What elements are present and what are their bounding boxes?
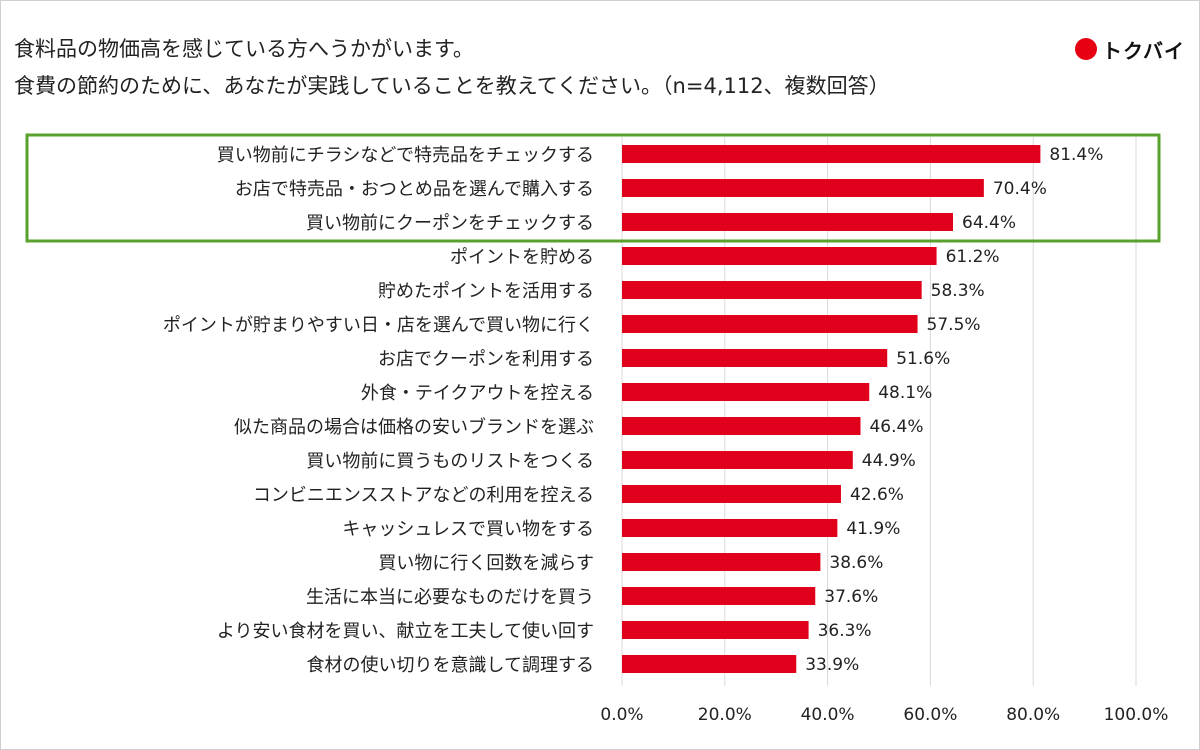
bar (622, 553, 820, 571)
bar (622, 519, 837, 537)
bar (622, 485, 841, 503)
value-label: 38.6% (829, 553, 883, 573)
category-label: 食材の使い切りを意識して調理する (307, 655, 594, 676)
category-label: 貯めたポイントを活用する (378, 281, 594, 302)
category-label: 外食・テイクアウトを控える (361, 383, 594, 404)
value-label: 36.3% (818, 621, 872, 641)
bar (622, 247, 937, 265)
bar (622, 417, 860, 435)
x-tick-label: 100.0% (1104, 705, 1169, 725)
value-label: 41.9% (846, 519, 900, 539)
category-label: お店でクーポンを利用する (378, 349, 594, 370)
value-label: 61.2% (946, 247, 1000, 267)
value-label: 64.4% (962, 213, 1016, 233)
x-tick-label: 0.0% (600, 705, 643, 725)
bar (622, 451, 853, 469)
category-label: 似た商品の場合は価格の安いブランドを選ぶ (234, 416, 594, 438)
category-label: ポイントを貯める (450, 247, 594, 268)
bar (622, 349, 887, 367)
x-tick-label: 20.0% (698, 705, 752, 725)
x-tick-label: 80.0% (1006, 705, 1060, 725)
value-label: 57.5% (927, 315, 981, 335)
bar-chart: 買い物前にチラシなどで特売品をチェックする 81.4% お店で特売品・おつとめ品を選… (0, 0, 1200, 750)
bar (622, 383, 869, 401)
value-label: 70.4% (993, 179, 1047, 199)
category-label: 生活に本当に必要なものだけを買う (306, 587, 594, 608)
value-label: 44.9% (862, 451, 916, 471)
bar (622, 145, 1040, 163)
value-label: 37.6% (824, 587, 878, 607)
value-label: 48.1% (878, 383, 932, 403)
value-label: 42.6% (850, 485, 904, 505)
bar (622, 621, 809, 639)
bar (622, 655, 796, 673)
category-label: キャッシュレスで買い物をする (342, 519, 594, 540)
category-label: より安い食材を買い、献立を工夫して使い回す (217, 621, 594, 642)
value-label: 33.9% (805, 655, 859, 675)
x-tick-label: 60.0% (903, 705, 957, 725)
category-label: コンビニエンスストアなどの利用を控える (253, 485, 594, 506)
value-label: 46.4% (869, 417, 923, 437)
value-label: 51.6% (896, 349, 950, 369)
value-label: 58.3% (931, 281, 985, 301)
value-label: 81.4% (1049, 145, 1103, 165)
category-label: 買い物前にクーポンをチェックする (306, 213, 594, 234)
category-label: ポイントが貯まりやすい日・店を選んで買い物に行く (163, 315, 594, 336)
x-tick-label: 40.0% (801, 705, 855, 725)
bar (622, 315, 918, 333)
category-label: 買い物前に買うものリストをつくる (306, 451, 594, 472)
bar (622, 213, 953, 231)
bar (622, 587, 815, 605)
category-label: お店で特売品・おつとめ品を選んで購入する (235, 179, 594, 200)
category-label: 買い物に行く回数を減らす (378, 553, 594, 574)
bar (622, 281, 922, 299)
bar (622, 179, 984, 197)
category-label: 買い物前にチラシなどで特売品をチェックする (217, 145, 594, 166)
